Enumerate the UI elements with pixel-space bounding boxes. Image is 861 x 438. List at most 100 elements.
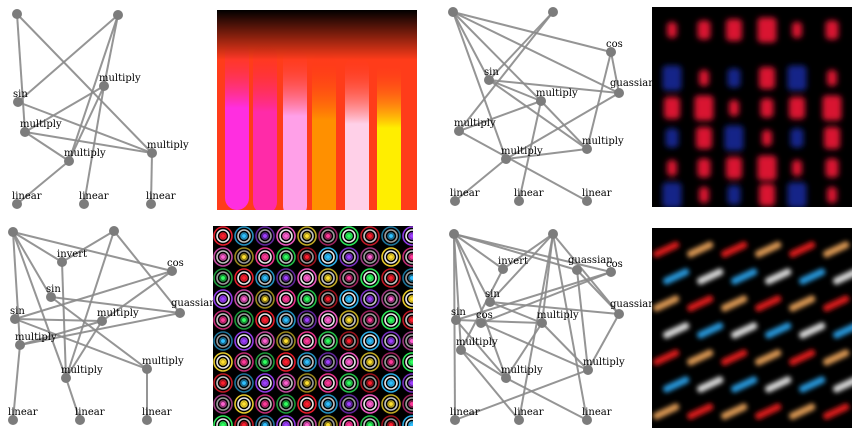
edge xyxy=(83,85,105,205)
blob xyxy=(662,65,682,91)
streak xyxy=(731,268,758,285)
blob xyxy=(757,17,777,43)
edge xyxy=(113,230,181,314)
node-label: multiply xyxy=(536,88,578,99)
edge xyxy=(68,14,119,162)
ring xyxy=(258,313,272,327)
node xyxy=(582,415,592,425)
edge xyxy=(19,320,103,346)
ring xyxy=(408,337,413,345)
ring-center xyxy=(347,360,351,364)
ring xyxy=(279,355,293,369)
ring xyxy=(384,418,398,426)
ring xyxy=(234,289,254,309)
ring xyxy=(216,334,230,348)
streak xyxy=(663,268,690,285)
ring xyxy=(279,271,293,285)
ring xyxy=(297,331,317,351)
node xyxy=(614,309,624,319)
ring xyxy=(318,352,338,372)
ring xyxy=(402,247,413,267)
ring xyxy=(261,337,269,345)
node xyxy=(448,7,458,17)
ring-center xyxy=(347,297,351,301)
node xyxy=(175,308,185,318)
node xyxy=(606,47,616,57)
node xyxy=(514,196,524,206)
cppn-render-2 xyxy=(652,7,852,207)
ring-center xyxy=(242,276,246,280)
ring-center xyxy=(242,255,246,259)
ring xyxy=(402,415,413,426)
ring-center xyxy=(368,381,372,385)
edge xyxy=(505,92,620,160)
ring xyxy=(381,331,401,351)
blob xyxy=(726,157,742,179)
ring xyxy=(255,415,275,426)
node-label: multiply xyxy=(20,119,62,130)
ring xyxy=(276,415,296,426)
blob xyxy=(699,70,709,86)
ring xyxy=(303,232,311,240)
streak xyxy=(789,241,816,258)
ring-center xyxy=(347,402,351,406)
edge xyxy=(610,51,620,94)
edge xyxy=(12,231,52,298)
ring xyxy=(261,253,269,261)
ring xyxy=(402,310,413,330)
edge xyxy=(453,233,491,303)
streak xyxy=(833,376,852,393)
ring xyxy=(405,313,413,327)
ring xyxy=(216,397,230,411)
render-bg xyxy=(652,7,852,207)
ring-center xyxy=(221,297,225,301)
edge xyxy=(16,13,153,154)
blob xyxy=(822,95,842,121)
streak xyxy=(663,376,690,393)
ring-center xyxy=(347,276,351,280)
ring xyxy=(240,400,248,408)
edge xyxy=(505,148,588,160)
edge xyxy=(552,233,588,421)
streak xyxy=(755,295,782,312)
edge xyxy=(12,344,21,421)
ring xyxy=(402,268,413,288)
ring xyxy=(387,379,395,387)
ring xyxy=(300,397,314,411)
node xyxy=(79,199,89,209)
ring xyxy=(297,268,317,288)
ring xyxy=(324,295,332,303)
ring-center xyxy=(284,318,288,322)
ring xyxy=(234,394,254,414)
ring xyxy=(276,352,296,372)
node-label: linear xyxy=(514,407,544,418)
ring xyxy=(237,376,251,390)
ring-center xyxy=(389,234,393,238)
streak xyxy=(789,403,816,420)
blob xyxy=(697,158,711,178)
ring-center xyxy=(326,297,330,301)
ring xyxy=(366,295,374,303)
ring-center xyxy=(326,234,330,238)
ring xyxy=(342,292,356,306)
ring xyxy=(219,337,227,345)
ring xyxy=(318,289,338,309)
ring-center xyxy=(410,297,413,301)
ring xyxy=(237,250,251,264)
ring xyxy=(381,289,401,309)
ring xyxy=(258,250,272,264)
edge xyxy=(488,79,620,94)
ring xyxy=(324,337,332,345)
edge xyxy=(14,270,173,320)
ring-center xyxy=(305,255,309,259)
ring xyxy=(258,292,272,306)
ring xyxy=(408,400,413,408)
network-panel-1: sin multiply multiply multiply multiply linea… xyxy=(0,0,430,219)
ring xyxy=(279,397,293,411)
node xyxy=(450,415,460,425)
ring-center xyxy=(242,318,246,322)
blob xyxy=(825,20,839,40)
streak xyxy=(833,322,852,339)
ring xyxy=(297,415,317,426)
ring-center xyxy=(326,339,330,343)
